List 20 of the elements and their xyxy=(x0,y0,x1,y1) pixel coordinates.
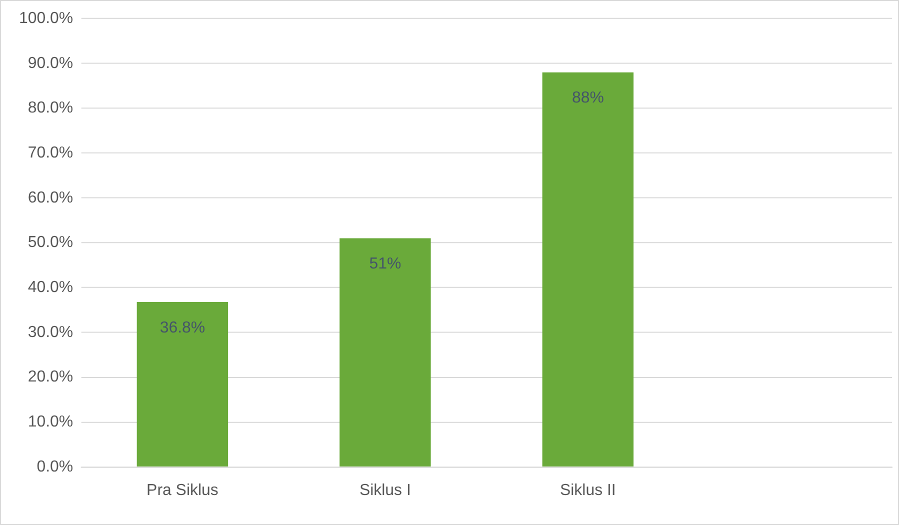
data-label: 36.8% xyxy=(160,319,206,336)
y-tick-label: 90.0% xyxy=(28,54,74,72)
y-tick-label: 60.0% xyxy=(28,189,74,206)
y-tick-label: 0.0% xyxy=(36,458,74,476)
x-tick-label: Siklus I xyxy=(359,482,411,499)
bar xyxy=(340,238,431,467)
y-tick-label: 70.0% xyxy=(28,144,74,162)
data-label: 51% xyxy=(369,256,402,273)
y-tick-label: 40.0% xyxy=(28,279,74,296)
bar xyxy=(136,302,228,467)
y-tick-label: 10.0% xyxy=(28,414,74,431)
bar xyxy=(542,72,634,467)
y-tick-label: 30.0% xyxy=(28,324,74,341)
y-tick-label: 20.0% xyxy=(28,368,74,386)
x-tick-label: Pra Siklus xyxy=(146,482,218,499)
x-tick-label: Siklus II xyxy=(560,482,616,499)
y-tick-label: 50.0% xyxy=(28,234,74,252)
y-tick-label: 100.0% xyxy=(19,10,74,27)
y-tick-label: 80.0% xyxy=(28,100,74,117)
data-label: 88% xyxy=(572,90,604,107)
